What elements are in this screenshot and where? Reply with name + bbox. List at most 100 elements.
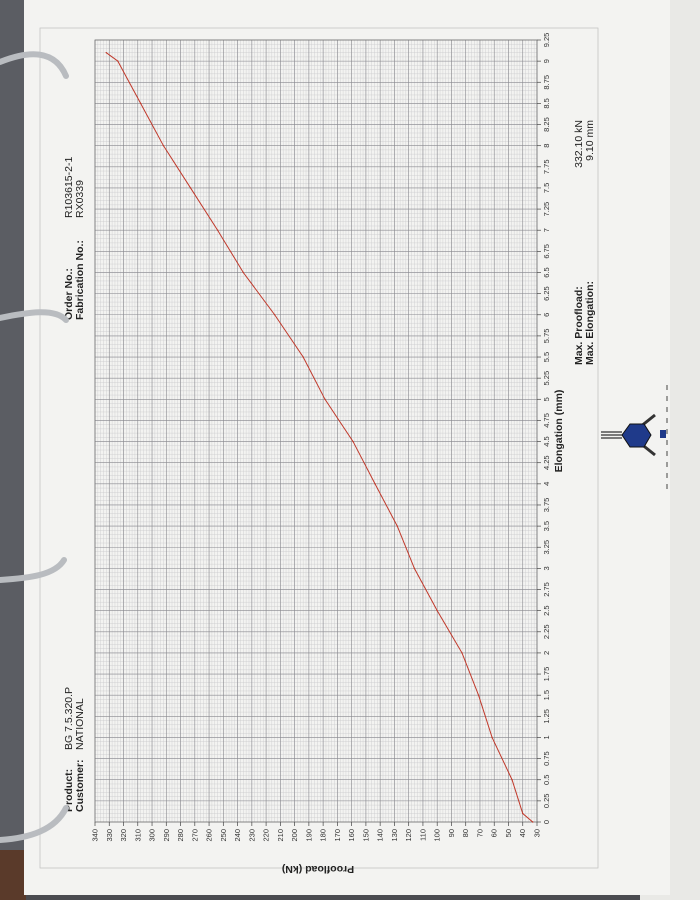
x-tick-label: 0.75 <box>542 751 551 766</box>
order-label: Order No.: <box>63 268 75 320</box>
data-point <box>273 314 276 316</box>
y-tick-label: 50 <box>504 829 513 837</box>
x-tick-label: 5.75 <box>542 329 551 344</box>
x-tick-label: 8.25 <box>542 117 551 132</box>
data-point <box>216 229 219 231</box>
y-tick-label: 240 <box>233 829 242 842</box>
y-tick-label: 280 <box>176 829 185 842</box>
max-elongation-label: Max. Elongation: <box>584 281 596 365</box>
order-value: R103615-2-1 <box>63 157 75 218</box>
summary-block: Max. Proofload: 332.10 kN Max. Elongatio… <box>573 120 596 365</box>
y-tick-label: 300 <box>148 829 157 842</box>
company-logo-icon <box>601 385 668 490</box>
x-tick-label: 3 <box>542 566 551 570</box>
x-tick-label: 1.75 <box>542 667 551 682</box>
data-point <box>352 440 354 443</box>
max-proofload-label: Max. Proofload: <box>573 286 585 365</box>
y-tick-label: 180 <box>319 829 328 842</box>
x-tick-label: 7.75 <box>542 160 551 175</box>
data-point <box>477 694 480 696</box>
x-tick-label: 4.25 <box>542 455 551 470</box>
data-point <box>522 812 524 815</box>
y-tick-label: 190 <box>304 829 313 842</box>
x-tick-label: 1.5 <box>542 690 551 700</box>
x-tick-label: 1.25 <box>542 709 551 724</box>
y-tick-label: 90 <box>447 829 456 837</box>
y-tick-label: 160 <box>347 829 356 842</box>
x-tick-label: 8.75 <box>542 75 551 90</box>
chart-plot-area: 0 0.25 0.5 0.75 1 1.25 1.5 1.75 2 2.25 2.5 2.75 3 3.2… <box>91 33 552 842</box>
y-tick-label: 250 <box>219 829 228 842</box>
data-point <box>324 398 326 400</box>
x-tick-label: 7 <box>542 228 551 232</box>
x-tick-label: 4.5 <box>542 436 551 446</box>
y-tick-label: 120 <box>404 829 413 842</box>
y-tick-label: 230 <box>247 829 256 842</box>
data-point <box>511 779 513 781</box>
x-tick-label: 3.25 <box>542 540 551 555</box>
plot-border <box>94 39 538 823</box>
x-tick-label: 3.5 <box>542 521 551 531</box>
max-elongation-value: 9.10 mm <box>584 120 596 161</box>
y-tick-label: 100 <box>433 829 442 842</box>
data-point <box>374 483 376 485</box>
data-point <box>413 567 416 570</box>
x-tick-label: 4 <box>542 482 551 486</box>
page-frame <box>39 27 599 869</box>
data-point <box>302 356 304 358</box>
y-tick-label: 150 <box>361 829 370 842</box>
x-tick-label: 6 <box>542 313 551 317</box>
x-tick-label: 9 <box>542 59 551 63</box>
y-tick-label: 60 <box>490 829 499 837</box>
y-tick-label: 210 <box>276 829 285 842</box>
product-label: Product: <box>63 769 75 812</box>
binder-spine <box>0 0 26 900</box>
x-tick-label: 8 <box>542 144 551 148</box>
data-point <box>532 821 534 823</box>
y-axis-title: Proofload (kN) <box>282 863 354 875</box>
data-point <box>105 51 107 54</box>
x-tick-label: 5.25 <box>542 371 551 386</box>
y-tick-label: 170 <box>333 829 342 842</box>
data-point <box>436 609 438 612</box>
x-tick-label: 7.25 <box>542 202 551 217</box>
x-tick-label: 2.5 <box>542 605 551 615</box>
binder-ring-2 <box>0 309 69 323</box>
fabrication-value: RX0339 <box>74 180 86 218</box>
x-tick-label: 5.5 <box>542 352 551 362</box>
data-point <box>242 271 244 274</box>
y-tick-label: 110 <box>418 829 427 841</box>
y-tick-label: 140 <box>376 829 385 842</box>
customer-label: Customer: <box>74 759 86 812</box>
x-axis-title: Elongation (mm) <box>553 390 565 473</box>
x-tick-label: 1 <box>542 735 551 739</box>
fabrication-label: Fabrication No.: <box>74 240 86 320</box>
x-tick-label: 7.5 <box>542 183 551 193</box>
data-point <box>117 60 119 62</box>
product-value: BG 7.5.320.P <box>63 687 75 750</box>
x-tick-label: 4.75 <box>542 413 551 428</box>
y-tick-label: 130 <box>390 829 399 842</box>
data-point <box>162 144 165 147</box>
x-tick-label: 8.5 <box>542 98 551 108</box>
data-point <box>461 652 463 654</box>
x-tick-label: 0.5 <box>542 775 551 785</box>
x-tick-label: 6.75 <box>542 244 551 259</box>
y-tick-label: 70 <box>475 829 484 837</box>
y-tick-label: 290 <box>162 829 171 842</box>
product-block: Product: BG 7.5.320.P Customer: NATIONAL <box>63 687 86 812</box>
x-tick-label: 9.25 <box>542 33 551 48</box>
data-point <box>189 187 192 189</box>
x-tick-label: 2 <box>542 651 551 655</box>
y-tick-label: 30 <box>533 829 542 837</box>
customer-value: NATIONAL <box>74 698 86 750</box>
data-point <box>139 102 142 105</box>
binder-ring-4 <box>0 805 69 843</box>
y-tick-label: 320 <box>119 829 128 842</box>
x-tick-label: 6.5 <box>542 267 551 277</box>
y-tick-label: 340 <box>91 829 100 842</box>
x-tick-label: 2.25 <box>542 624 551 639</box>
y-tick-label: 200 <box>290 829 299 842</box>
